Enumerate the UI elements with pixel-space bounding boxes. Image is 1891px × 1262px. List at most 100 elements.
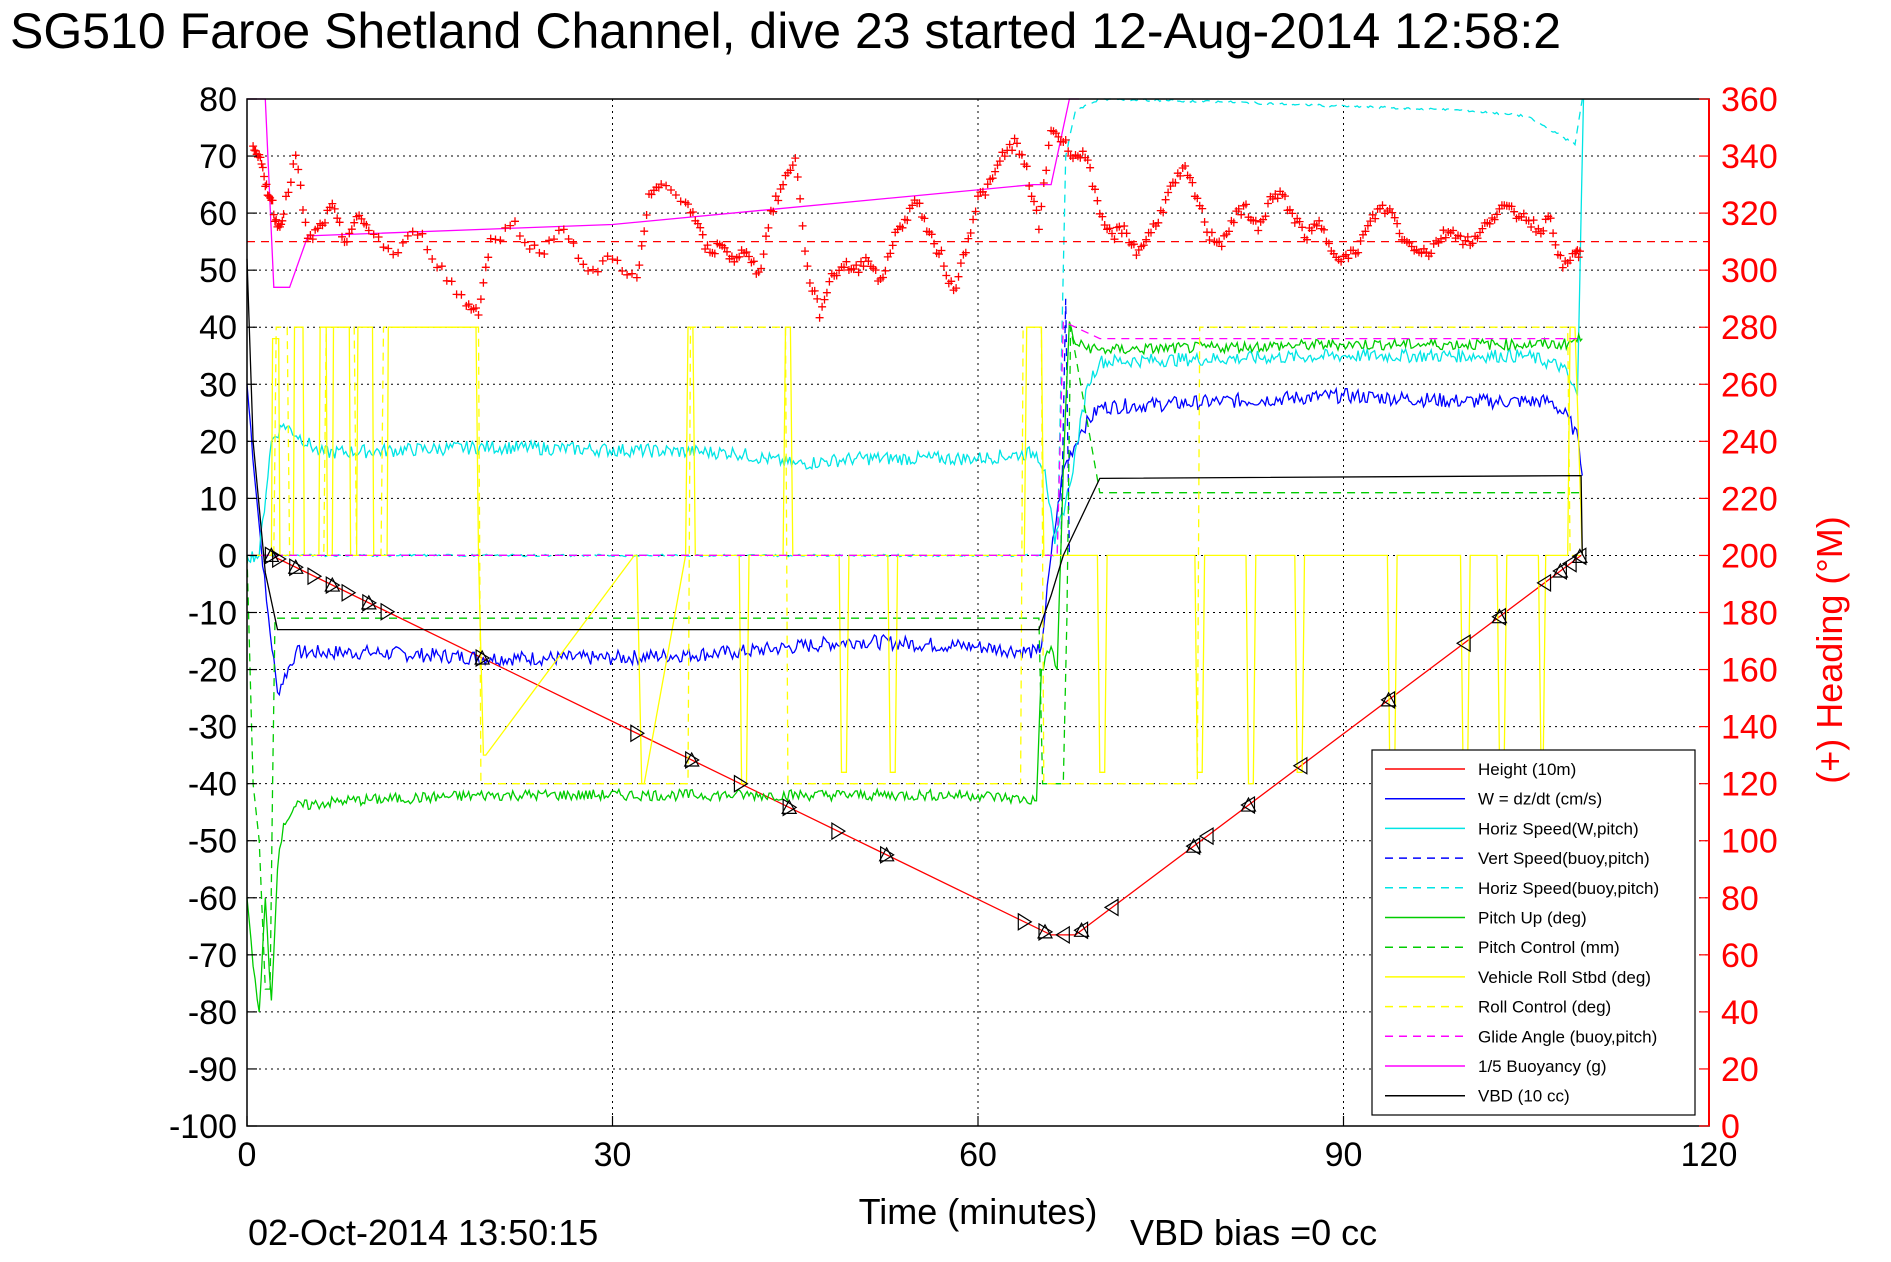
heading-marker xyxy=(515,232,524,240)
x-tick-label: 60 xyxy=(959,1136,997,1174)
heading-marker xyxy=(1110,235,1119,244)
heading-marker xyxy=(1032,206,1041,215)
heading-marker xyxy=(759,250,768,259)
heading-marker xyxy=(1105,224,1114,233)
heading-marker xyxy=(1507,202,1516,211)
heading-marker xyxy=(954,272,963,281)
legend-label: Pitch Up (deg) xyxy=(1478,909,1587,928)
y-right-tick-label: 120 xyxy=(1721,766,1778,804)
heading-marker xyxy=(262,180,271,189)
heading-marker xyxy=(1139,241,1148,250)
heading-marker xyxy=(1013,139,1021,148)
heading-marker xyxy=(1207,228,1216,237)
heading-marker xyxy=(1315,216,1324,225)
heading-marker xyxy=(1437,234,1445,243)
heading-marker xyxy=(1225,227,1233,236)
heading-marker xyxy=(771,192,780,201)
heading-marker xyxy=(260,172,269,181)
heading-marker xyxy=(688,208,697,216)
heading-marker xyxy=(294,165,303,174)
y-left-tick-label: -40 xyxy=(188,766,237,804)
heading-marker xyxy=(1493,210,1501,219)
sample-triangle-up xyxy=(1571,548,1588,563)
sample-triangle xyxy=(289,558,304,577)
heading-marker xyxy=(1037,202,1046,211)
sample-triangle xyxy=(1571,547,1587,566)
sample-triangle xyxy=(1491,607,1507,626)
heading-marker xyxy=(335,218,344,227)
heading-marker xyxy=(886,249,895,258)
heading-marker xyxy=(464,300,473,309)
heading-marker xyxy=(389,250,398,259)
y-right-tick-label: 360 xyxy=(1721,81,1778,119)
heading-marker xyxy=(1534,224,1543,233)
sample-triangle xyxy=(380,602,396,621)
heading-marker xyxy=(693,219,702,228)
heading-marker xyxy=(569,239,578,248)
heading-marker xyxy=(1181,162,1190,170)
heading-marker xyxy=(550,235,558,244)
sample-triangle xyxy=(685,750,700,770)
heading-marker xyxy=(623,270,632,279)
legend-box xyxy=(1371,749,1696,1116)
heading-marker xyxy=(277,220,286,229)
heading-marker xyxy=(364,226,373,235)
sample-triangle-up xyxy=(1037,923,1054,939)
heading-marker xyxy=(251,146,260,155)
heading-marker xyxy=(1091,185,1099,194)
sample-triangle xyxy=(782,798,798,817)
heading-marker xyxy=(520,238,529,247)
heading-marker xyxy=(584,266,593,275)
heading-marker xyxy=(1217,242,1226,251)
series-roll xyxy=(247,326,1583,785)
heading-marker xyxy=(1575,247,1584,256)
y-left-tick-label: -90 xyxy=(188,1051,237,1089)
heading-marker xyxy=(286,178,295,187)
heading-marker xyxy=(613,256,622,265)
y-right-tick-label: 100 xyxy=(1721,823,1778,861)
heading-marker xyxy=(1556,251,1565,260)
heading-marker xyxy=(338,232,346,241)
heading-marker xyxy=(408,227,417,236)
heading-marker xyxy=(991,167,1000,176)
heading-marker xyxy=(374,233,383,241)
heading-marker xyxy=(1295,217,1304,226)
heading-marker xyxy=(947,277,956,286)
heading-marker xyxy=(1529,216,1538,225)
sample-triangle xyxy=(880,845,895,864)
heading-marker xyxy=(937,246,946,255)
heading-marker xyxy=(1539,226,1548,235)
heading-marker xyxy=(1288,209,1297,218)
legend-label: Roll Control (deg) xyxy=(1478,998,1611,1017)
heading-marker xyxy=(1449,226,1458,235)
heading-marker xyxy=(698,230,707,239)
heading-marker xyxy=(1473,234,1482,243)
heading-marker xyxy=(696,223,705,232)
y-right-tick-label: 240 xyxy=(1721,423,1778,461)
heading-marker xyxy=(1490,215,1499,224)
heading-marker xyxy=(635,261,644,270)
series-w xyxy=(246,384,1583,697)
heading-marker xyxy=(1034,225,1043,234)
heading-marker xyxy=(1510,207,1519,216)
heading-marker xyxy=(857,257,865,266)
heading-marker xyxy=(852,261,861,270)
heading-marker xyxy=(1171,178,1180,187)
heading-marker xyxy=(813,294,822,303)
heading-marker xyxy=(1441,233,1450,242)
heading-marker xyxy=(1371,214,1380,223)
heading-marker xyxy=(564,235,573,243)
heading-marker xyxy=(269,210,278,219)
footer-date: 02-Oct-2014 13:50:15 xyxy=(248,1212,598,1253)
legend-label: Glide Angle (buoy,pitch) xyxy=(1478,1027,1657,1046)
heading-marker xyxy=(1193,194,1202,203)
heading-marker xyxy=(1164,188,1173,197)
legend-label: Height (10m) xyxy=(1478,760,1576,779)
heading-marker xyxy=(1324,239,1333,248)
heading-marker xyxy=(1390,213,1399,222)
heading-marker xyxy=(330,204,339,213)
heading-marker xyxy=(805,279,814,287)
heading-marker xyxy=(1303,235,1311,244)
sample-triangle xyxy=(325,576,341,595)
heading-marker xyxy=(476,295,485,304)
